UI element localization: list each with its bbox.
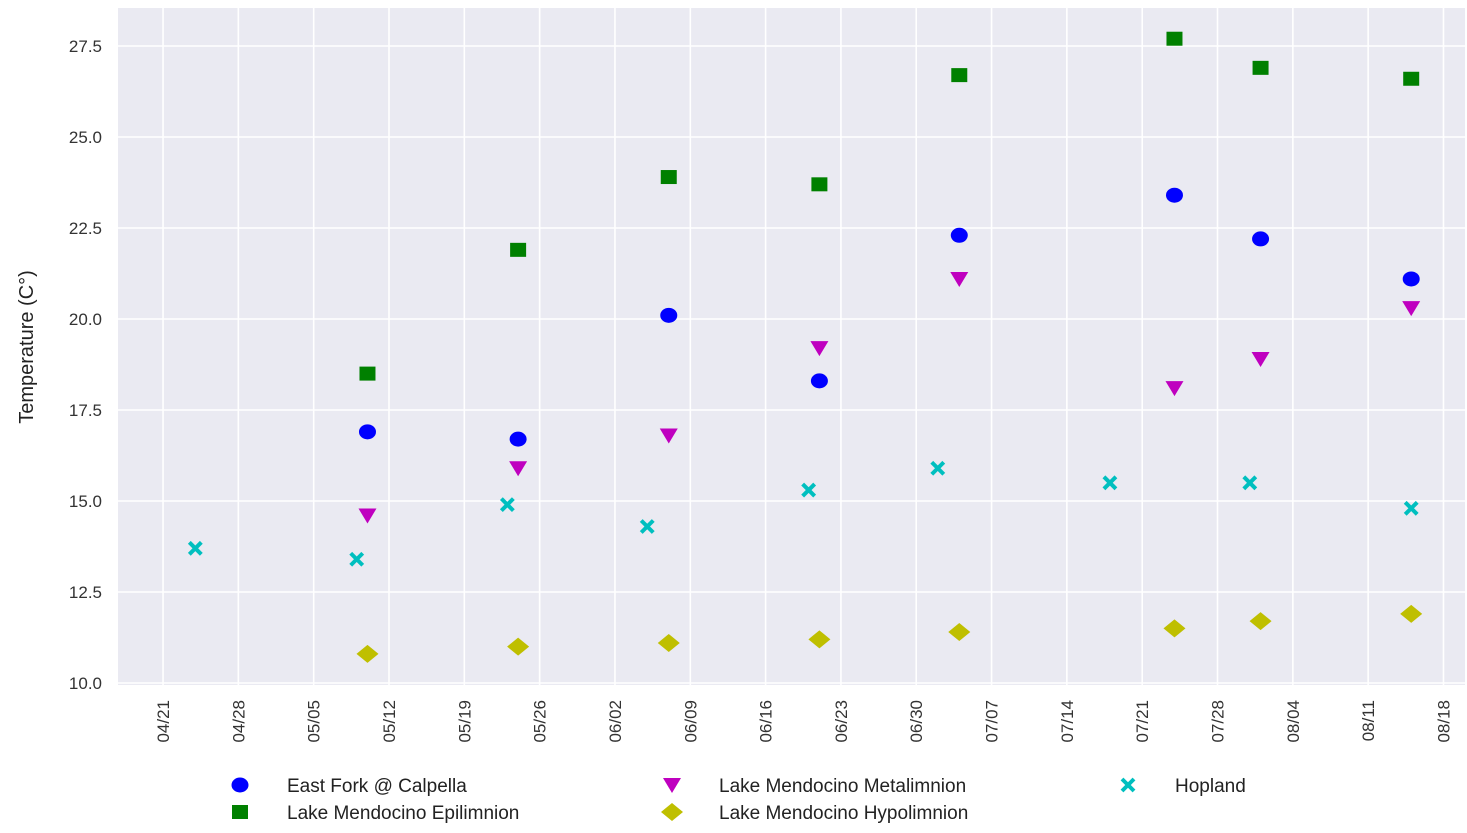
- x-axis-ticks: 04/21 04/28 05/05 05/12 05/19 05/26 06/02 06/09…: [154, 700, 1453, 743]
- x-tick-label: 06/09: [681, 700, 700, 743]
- lake-mendocino-epilimnion-point: [1403, 72, 1419, 86]
- x-tick-label: 05/05: [305, 700, 324, 743]
- x-tick-label: 07/21: [1133, 700, 1152, 743]
- x-tick-label: 08/11: [1359, 700, 1378, 741]
- x-tick-label: 08/18: [1434, 700, 1453, 743]
- legend-label-lake-mendocino-hypolimnion: Lake Mendocino Hypolimnion: [719, 803, 968, 824]
- y-tick-label: 22.5: [69, 219, 102, 238]
- legend-label-lake-mendocino-epilimnion: Lake Mendocino Epilimnion: [287, 803, 519, 824]
- y-axis-ticks: 10.0 12.5 15.0 17.5 20.0 22.5 25.0 27.5: [69, 37, 102, 693]
- y-tick-label: 25.0: [69, 128, 102, 147]
- legend-label-hopland: Hopland: [1175, 776, 1246, 797]
- y-tick-label: 10.0: [69, 674, 102, 693]
- x-tick-label: 06/16: [757, 700, 776, 743]
- legend: East Fork @ Calpella Lake Mendocino Metal…: [232, 776, 1246, 824]
- x-tick-label: 05/19: [455, 700, 474, 743]
- lake-mendocino-epilimnion-point: [1166, 32, 1182, 46]
- east-fork-calpella-point: [359, 424, 376, 439]
- lake-mendocino-epilimnion-point: [661, 170, 677, 184]
- x-tick-label: 04/28: [229, 700, 248, 743]
- x-tick-label: 04/21: [154, 700, 173, 743]
- legend-marker-lake-mendocino-metalimnion: [663, 778, 681, 793]
- y-tick-label: 12.5: [69, 583, 102, 602]
- east-fork-calpella-point: [951, 228, 968, 243]
- legend-marker-lake-mendocino-hypolimnion: [661, 803, 683, 821]
- lake-mendocino-epilimnion-point: [951, 68, 967, 82]
- plot-background: [118, 8, 1465, 685]
- x-tick-label: 06/30: [907, 700, 926, 743]
- y-tick-label: 27.5: [69, 37, 102, 56]
- lake-mendocino-epilimnion-point: [1253, 61, 1269, 75]
- x-tick-label: 08/04: [1284, 700, 1303, 743]
- east-fork-calpella-point: [1403, 271, 1420, 286]
- x-tick-label: 07/14: [1058, 700, 1077, 743]
- y-tick-label: 20.0: [69, 310, 102, 329]
- east-fork-calpella-point: [811, 373, 828, 388]
- x-tick-label: 06/23: [832, 700, 851, 743]
- legend-marker-east-fork-calpella: [232, 778, 249, 793]
- x-tick-label: 05/26: [531, 700, 550, 743]
- legend-label-east-fork-calpella: East Fork @ Calpella: [287, 776, 467, 797]
- x-tick-label: 06/02: [606, 700, 625, 743]
- lake-mendocino-epilimnion-point: [510, 243, 526, 257]
- east-fork-calpella-point: [660, 308, 677, 323]
- x-tick-label: 07/28: [1209, 700, 1228, 743]
- legend-label-lake-mendocino-metalimnion: Lake Mendocino Metalimnion: [719, 776, 966, 797]
- y-axis-label: Temperature (C°): [16, 270, 38, 424]
- y-tick-label: 15.0: [69, 492, 102, 511]
- x-tick-label: 07/07: [983, 700, 1002, 743]
- x-tick-label: 05/12: [380, 700, 399, 743]
- east-fork-calpella-point: [1252, 231, 1269, 246]
- y-tick-label: 17.5: [69, 401, 102, 420]
- east-fork-calpella-point: [510, 432, 527, 447]
- east-fork-calpella-point: [1166, 188, 1183, 203]
- legend-marker-hopland: [1122, 779, 1134, 791]
- legend-marker-lake-mendocino-epilimnion: [232, 805, 248, 819]
- lake-mendocino-epilimnion-point: [811, 177, 827, 191]
- lake-mendocino-epilimnion-point: [359, 367, 375, 381]
